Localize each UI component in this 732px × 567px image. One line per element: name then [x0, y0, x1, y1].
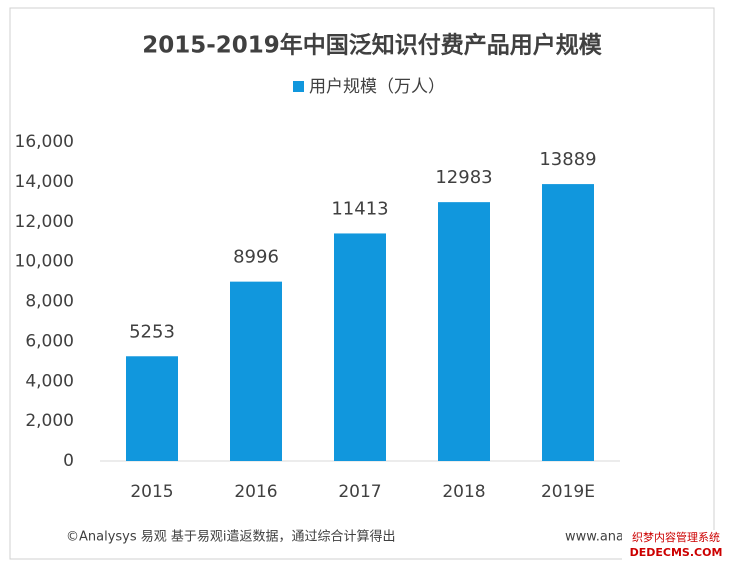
- data-label: 8996: [233, 247, 279, 268]
- y-tick-label: 6,000: [25, 331, 74, 351]
- y-tick-label: 10,000: [15, 252, 74, 272]
- legend-label: 用户规模（万人）: [309, 77, 445, 97]
- watermark: 织梦内容管理系统: [632, 530, 720, 544]
- data-label: 12983: [435, 167, 492, 188]
- x-tick-label: 2019E: [541, 482, 595, 502]
- data-label: 5253: [129, 321, 175, 342]
- source-note: ©Analysys 易观 基于易观i遣返数据，通过综合计算得出: [66, 529, 396, 545]
- y-tick-label: 12,000: [15, 212, 74, 232]
- bar: [542, 184, 594, 461]
- y-tick-label: 4,000: [25, 371, 74, 391]
- x-tick-label: 2015: [130, 482, 173, 502]
- y-tick-label: 8,000: [25, 292, 74, 312]
- legend-swatch: [293, 81, 304, 92]
- bar: [230, 281, 282, 461]
- bar: [334, 233, 386, 461]
- chart-title: 2015-2019年中国泛知识付费产品用户规模: [142, 32, 603, 59]
- x-tick-label: 2016: [234, 482, 277, 502]
- website: www.anal: [565, 530, 628, 545]
- y-tick-label: 16,000: [15, 132, 74, 152]
- y-tick-label: 14,000: [15, 172, 74, 192]
- x-tick-label: 2018: [442, 482, 485, 502]
- watermark-bg: [622, 530, 730, 563]
- data-label: 11413: [331, 198, 388, 219]
- data-label: 13889: [539, 149, 596, 170]
- bar: [126, 356, 178, 461]
- watermark: DEDECMS.COM: [630, 546, 723, 559]
- y-tick-label: 0: [63, 451, 74, 471]
- y-tick-label: 2,000: [25, 411, 74, 431]
- x-tick-label: 2017: [338, 482, 381, 502]
- bar: [438, 202, 490, 462]
